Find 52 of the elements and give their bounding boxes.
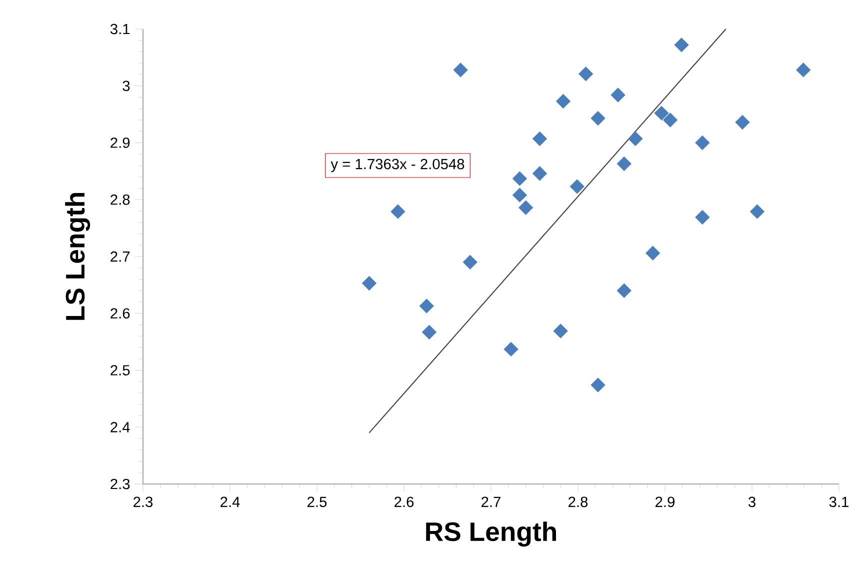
point xyxy=(654,106,669,120)
x-tick-label: 3 xyxy=(748,496,756,508)
point xyxy=(616,156,632,172)
point xyxy=(610,88,626,102)
point xyxy=(750,204,764,219)
x-tick-label: 2.3 xyxy=(134,496,153,508)
point xyxy=(695,136,710,150)
point xyxy=(362,276,376,290)
point xyxy=(590,111,606,126)
point xyxy=(590,378,606,392)
point xyxy=(462,254,478,270)
annotation: y = 1.7363x - 2.0548 xyxy=(330,158,464,172)
point xyxy=(674,38,689,52)
point xyxy=(390,204,406,219)
point xyxy=(556,94,570,108)
y-tick-label: 2.4 xyxy=(110,422,130,432)
point xyxy=(578,66,594,82)
point xyxy=(796,62,811,78)
point xyxy=(646,246,660,260)
x-tick-label: 2.9 xyxy=(656,496,675,508)
point xyxy=(532,132,547,146)
x-axis-title: RS Length xyxy=(426,522,556,547)
x-tick-label: 2.5 xyxy=(308,496,327,508)
y-tick-label: 2.6 xyxy=(110,308,130,319)
point xyxy=(504,342,518,356)
y-tick-label: 2.5 xyxy=(110,365,130,376)
y-tick-label: 2.8 xyxy=(110,194,130,205)
y-tick-label: 2.9 xyxy=(110,138,130,148)
y-axis-title: LS Length xyxy=(65,192,90,320)
x-tick-label: 2.8 xyxy=(568,496,588,508)
y-tick-label: 3.1 xyxy=(110,24,130,34)
y-tick-label: 3 xyxy=(122,80,130,92)
point xyxy=(628,132,643,146)
point xyxy=(453,62,468,78)
x-tick-label: 2.6 xyxy=(394,496,414,508)
y-tick-label: 2.3 xyxy=(110,478,130,490)
x-tick-label: 2.7 xyxy=(482,496,500,507)
point xyxy=(695,210,710,225)
point xyxy=(616,283,632,298)
point xyxy=(662,112,678,128)
x-tick-label: 3.1 xyxy=(829,496,848,508)
y-tick-label: 2.7 xyxy=(110,251,130,262)
point xyxy=(553,324,568,338)
point xyxy=(512,188,527,202)
point xyxy=(532,166,547,181)
point xyxy=(518,200,534,215)
x-tick-label: 2.4 xyxy=(220,496,240,507)
point xyxy=(419,298,434,314)
point xyxy=(422,324,436,340)
point xyxy=(570,179,584,194)
point xyxy=(512,171,527,186)
point xyxy=(735,115,750,130)
